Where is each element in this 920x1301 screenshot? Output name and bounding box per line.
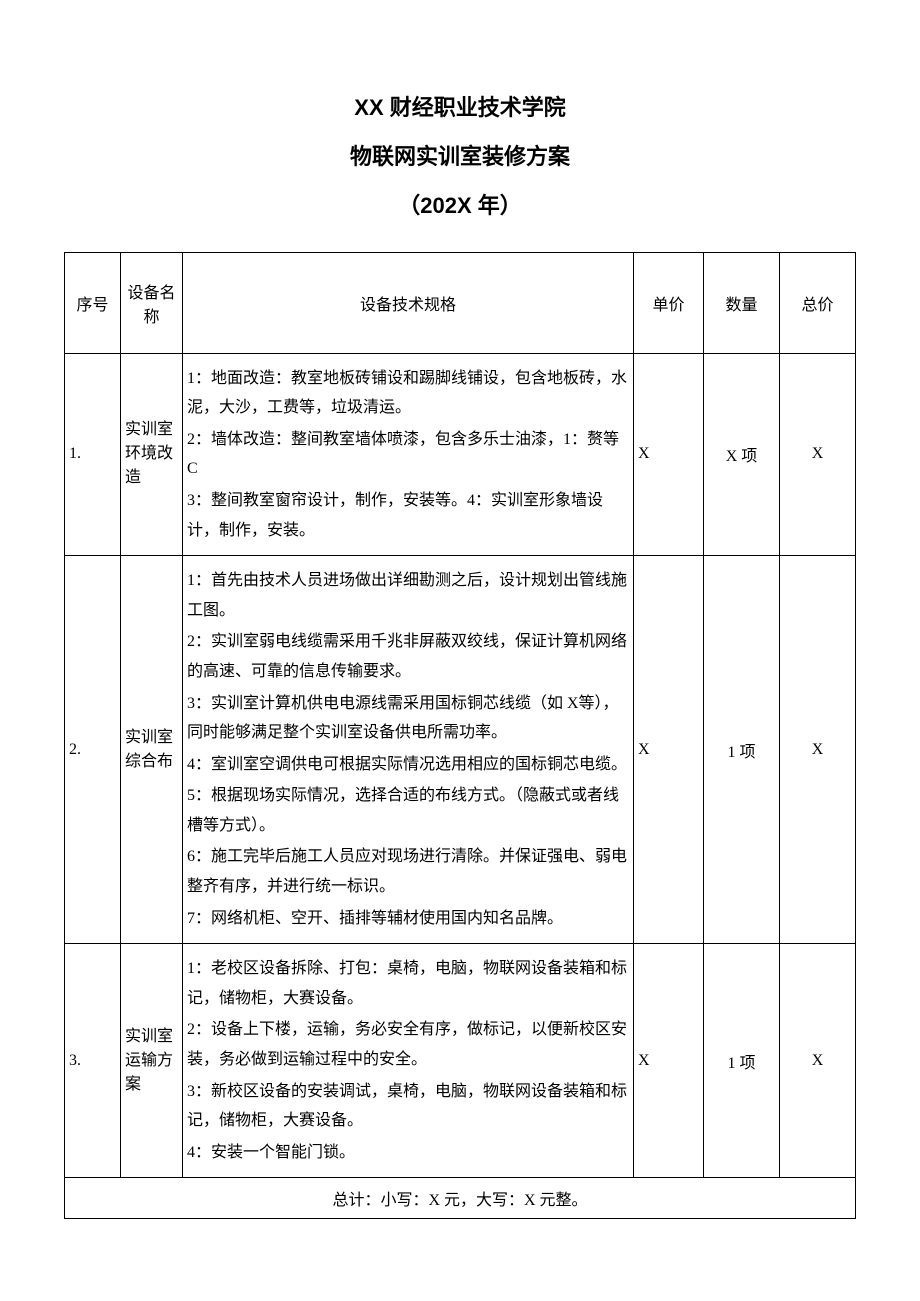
cell-price: X (634, 353, 704, 556)
table-body: 1.实训室环境改造1：地面改造：教室地板砖铺设和踢脚线铺设，包含地板砖，水泥，大… (65, 353, 856, 1178)
document-header: XX 财经职业技术学院 物联网实训室装修方案 （202X 年） (64, 90, 856, 224)
doc-title: 物联网实训室装修方案 (64, 139, 856, 174)
spec-table: 序号 设备名称 设备技术规格 单价 数量 总价 1.实训室环境改造1：地面改造：… (64, 252, 856, 1220)
cell-spec: 1：地面改造：教室地板砖铺设和踢脚线铺设，包含地板砖，水泥，大沙，工费等，垃圾清… (183, 353, 634, 556)
cell-name: 实训室环境改造 (121, 353, 183, 556)
cell-price: X (634, 556, 704, 944)
cell-total: X (780, 944, 856, 1178)
col-name-header: 设备名称 (121, 252, 183, 353)
table-row: 2.实训室综合布1：首先由技术人员进场做出详细勘测之后，设计规划出管线施工图。2… (65, 556, 856, 944)
spec-line: 3：新校区设备的安装调试，桌椅，电脑，物联网设备装箱和标记，储物柜，大赛设备。 (187, 1077, 629, 1136)
cell-spec: 1：老校区设备拆除、打包：桌椅，电脑，物联网设备装箱和标记，储物柜，大赛设备。2… (183, 944, 634, 1178)
col-qty-header: 数量 (704, 252, 780, 353)
cell-name: 实训室运输方案 (121, 944, 183, 1178)
col-seq-header: 序号 (65, 252, 121, 353)
spec-line: 3：实训室计算机供电电源线需采用国标铜芯线缆（如 X等），同时能够满足整个实训室… (187, 689, 629, 748)
table-header-row: 序号 设备名称 设备技术规格 单价 数量 总价 (65, 252, 856, 353)
spec-line: 4：安装一个智能门锁。 (187, 1138, 629, 1168)
spec-line: 1：首先由技术人员进场做出详细勘测之后，设计规划出管线施工图。 (187, 566, 629, 625)
spec-line: 2：设备上下楼，运输，务必安全有序，做标记，以便新校区安装，务必做到运输过程中的… (187, 1015, 629, 1074)
col-spec-header: 设备技术规格 (183, 252, 634, 353)
cell-seq: 2. (65, 556, 121, 944)
cell-qty: X 项 (704, 353, 780, 556)
table-row: 1.实训室环境改造1：地面改造：教室地板砖铺设和踢脚线铺设，包含地板砖，水泥，大… (65, 353, 856, 556)
spec-line: 2：墙体改造：整间教室墙体喷漆，包含多乐士油漆，1：赘等 C (187, 425, 629, 484)
spec-line: 6：施工完毕后施工人员应对现场进行清除。并保证强电、弱电整齐有序，并进行统一标识… (187, 842, 629, 901)
col-total-header: 总价 (780, 252, 856, 353)
cell-spec: 1：首先由技术人员进场做出详细勘测之后，设计规划出管线施工图。2：实训室弱电线缆… (183, 556, 634, 944)
summary-cell: 总计：小写：X 元，大写：X 元整。 (65, 1178, 856, 1219)
cell-total: X (780, 353, 856, 556)
table-row: 3.实训室运输方案1：老校区设备拆除、打包：桌椅，电脑，物联网设备装箱和标记，储… (65, 944, 856, 1178)
spec-line: 3：整间教室窗帘设计，制作，安装等。4：实训室形象墙设计，制作，安装。 (187, 486, 629, 545)
org-name: XX 财经职业技术学院 (64, 90, 856, 125)
cell-name: 实训室综合布 (121, 556, 183, 944)
spec-line: 5：根据现场实际情况，选择合适的布线方式。（隐蔽式或者线槽等方式）。 (187, 781, 629, 840)
cell-qty: 1 项 (704, 944, 780, 1178)
spec-line: 4：室训室空调供电可根据实际情况选用相应的国标铜芯电缆。 (187, 750, 629, 780)
cell-seq: 3. (65, 944, 121, 1178)
spec-line: 7：网络机柜、空开、插排等辅材使用国内知名品牌。 (187, 904, 629, 934)
spec-line: 1：老校区设备拆除、打包：桌椅，电脑，物联网设备装箱和标记，储物柜，大赛设备。 (187, 954, 629, 1013)
cell-qty: 1 项 (704, 556, 780, 944)
cell-total: X (780, 556, 856, 944)
summary-row: 总计：小写：X 元，大写：X 元整。 (65, 1178, 856, 1219)
cell-price: X (634, 944, 704, 1178)
spec-line: 2：实训室弱电线缆需采用千兆非屏蔽双绞线，保证计算机网络的高速、可靠的信息传输要… (187, 627, 629, 686)
spec-line: 1：地面改造：教室地板砖铺设和踢脚线铺设，包含地板砖，水泥，大沙，工费等，垃圾清… (187, 364, 629, 423)
doc-year: （202X 年） (64, 188, 856, 223)
cell-seq: 1. (65, 353, 121, 556)
col-price-header: 单价 (634, 252, 704, 353)
